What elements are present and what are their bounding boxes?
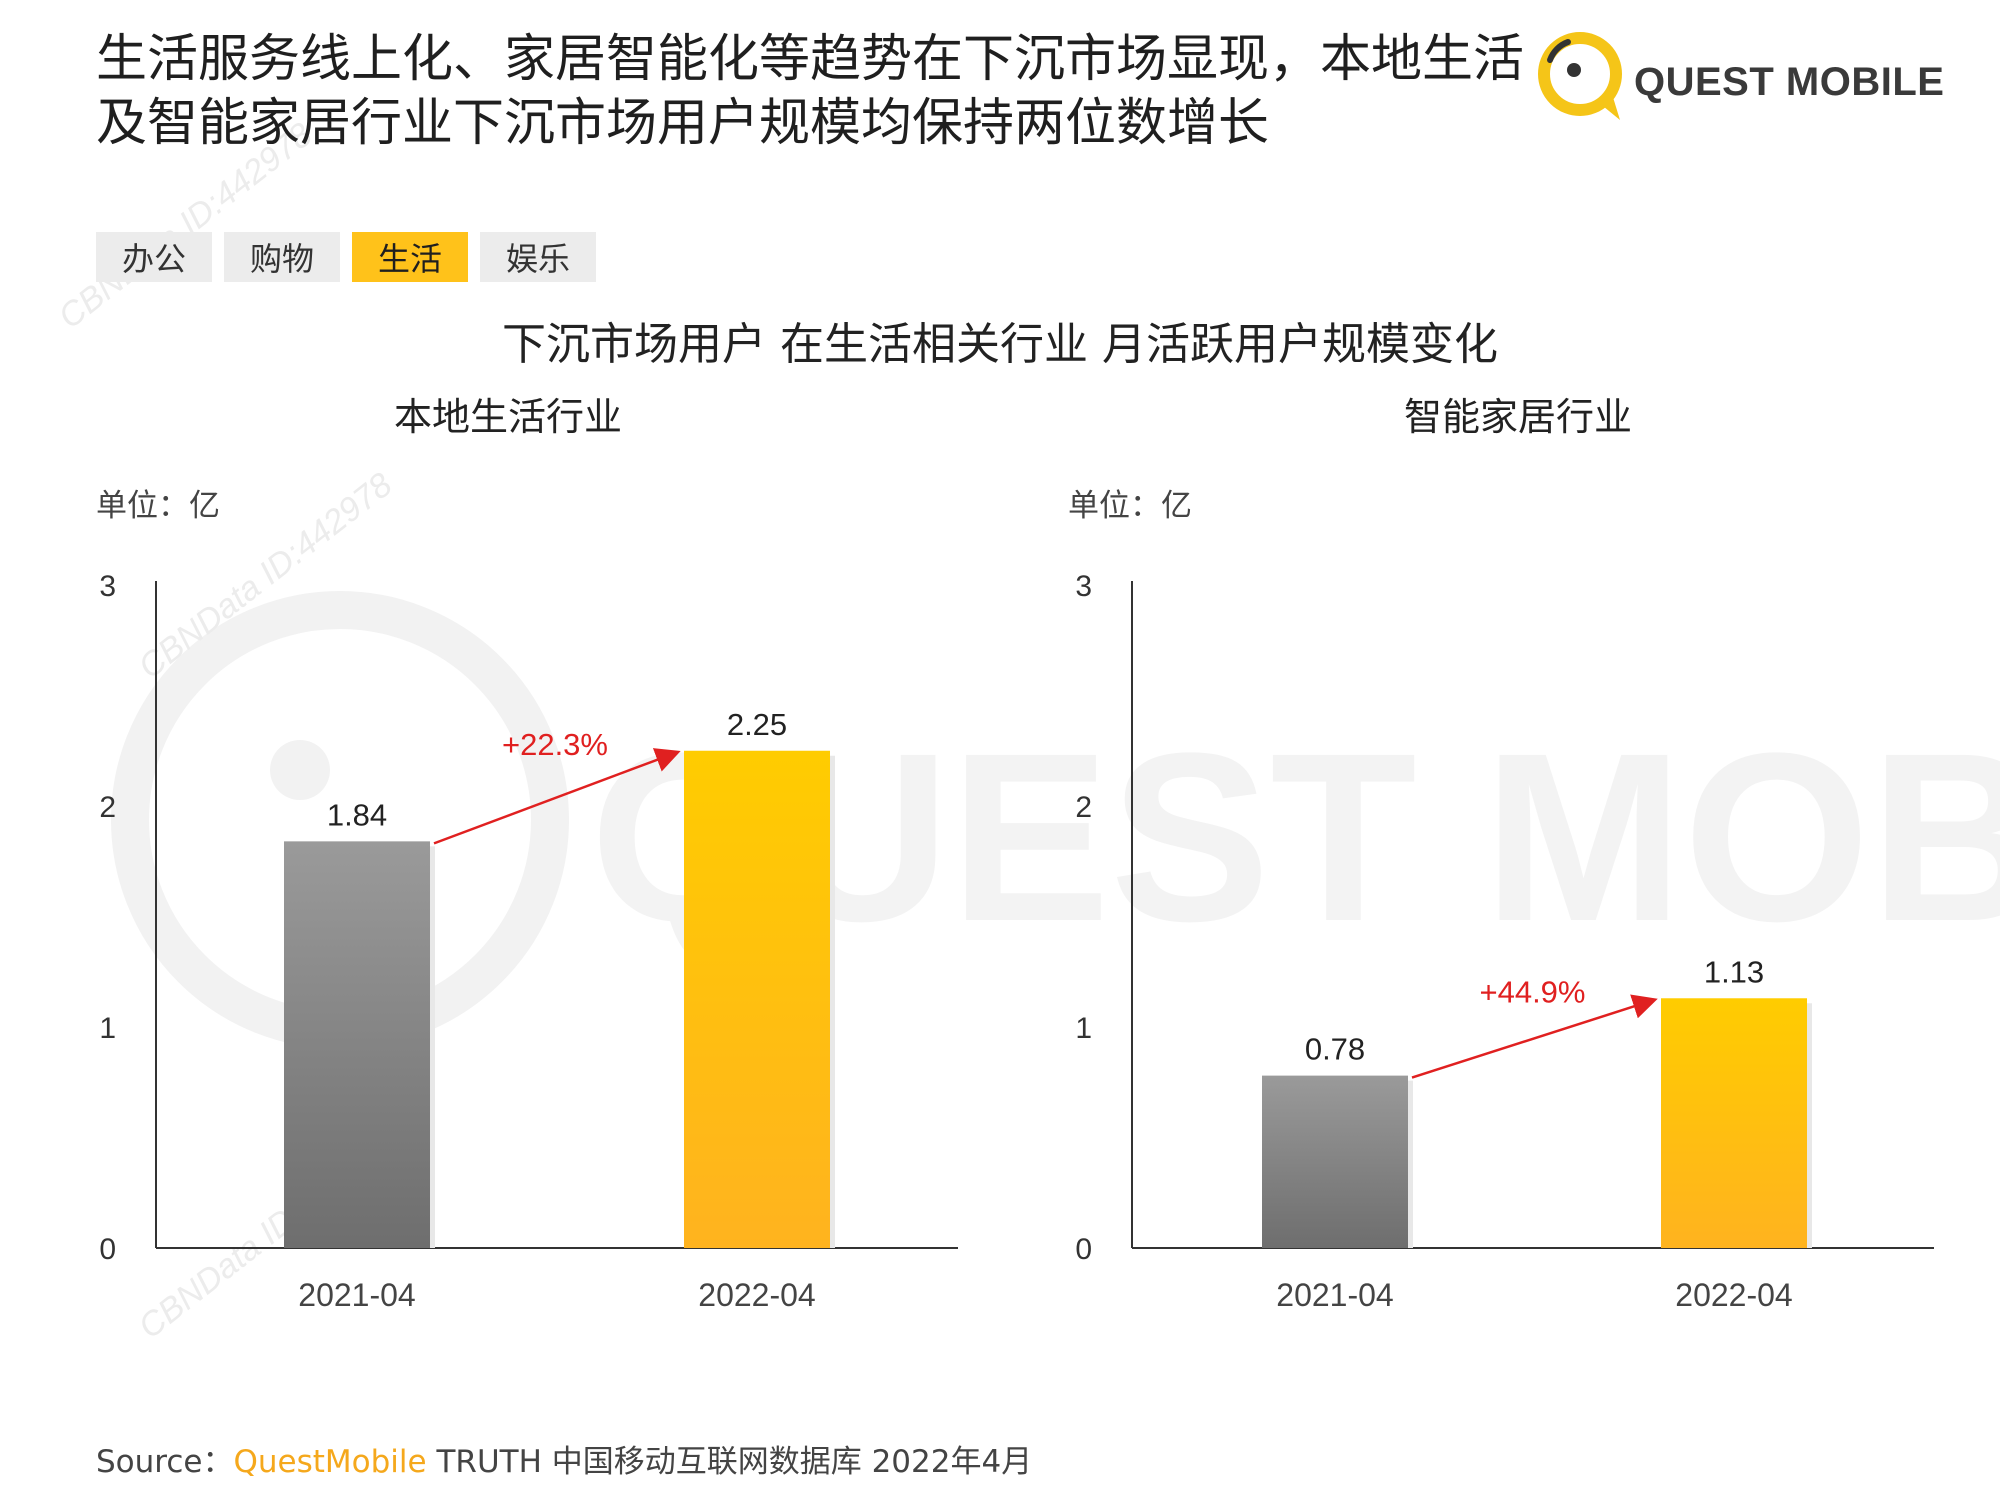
x-tick-label: 2021-04 (298, 1277, 415, 1313)
x-tick-label: 2022-04 (698, 1277, 815, 1313)
logo-text: QUEST MOBILE (1634, 60, 1945, 104)
growth-arrow (433, 748, 681, 845)
bar-value-label: 1.84 (327, 797, 387, 832)
bar-2021-04 (284, 841, 430, 1248)
y-tick-label: 2 (1075, 791, 1092, 824)
chart-title-smart-home: 智能家居行业 (1403, 395, 1632, 439)
headline-line-1: 生活服务线上化、家居智能化等趋势在下沉市场显现，本地生活 (96, 30, 1525, 89)
y-tick-label: 2 (99, 791, 116, 824)
growth-label: +22.3% (502, 727, 608, 762)
tab-shopping[interactable]: 购物 (224, 232, 340, 282)
unit-label-left: 单位：亿 (96, 488, 220, 524)
y-tick-label: 0 (1075, 1233, 1092, 1266)
bar-value-label: 2.25 (727, 707, 787, 742)
bar-value-label: 0.78 (1305, 1032, 1365, 1067)
source-note: Source：QuestMobile TRUTH 中国移动互联网数据库 2022… (96, 1436, 1032, 1481)
tab-office[interactable]: 办公 (96, 232, 212, 282)
chart-title-local-life: 本地生活行业 (393, 395, 622, 439)
growth-arrow (1411, 994, 1658, 1079)
bar-2021-04 (1262, 1075, 1408, 1248)
headline-line-2: 及智能家居行业下沉市场用户规模均保持两位数增长 (96, 94, 1270, 153)
x-tick-label: 2022-04 (1675, 1277, 1792, 1313)
bar-value-label: 1.13 (1704, 954, 1764, 989)
category-tabs: 办公 购物 生活 娱乐 (96, 232, 596, 282)
y-tick-label: 1 (99, 1012, 116, 1045)
tab-entertainment[interactable]: 娱乐 (480, 232, 596, 282)
y-tick-label: 1 (1075, 1012, 1092, 1045)
growth-label: +44.9% (1479, 974, 1585, 1009)
bar-2022-04 (1661, 998, 1807, 1248)
page-headline: 生活服务线上化、家居智能化等趋势在下沉市场显现，本地生活 及智能家居行业下沉市场… (96, 28, 1536, 156)
bar-2022-04 (684, 750, 830, 1248)
source-rest: TRUTH 中国移动互联网数据库 2022年4月 (426, 1444, 1033, 1480)
y-tick-label: 0 (99, 1233, 116, 1266)
source-brand: QuestMobile (233, 1444, 427, 1480)
y-tick-label: 3 (1075, 570, 1092, 603)
x-tick-label: 2021-04 (1276, 1277, 1393, 1313)
source-prefix: Source： (96, 1444, 234, 1480)
chart-main-title: 下沉市场用户 在生活相关行业 月活跃用户规模变化 (502, 319, 1498, 370)
y-tick-label: 3 (99, 570, 116, 603)
unit-label-right: 单位：亿 (1068, 488, 1192, 524)
quest-mobile-logo-icon (1538, 32, 1622, 120)
tab-life[interactable]: 生活 (352, 232, 468, 282)
